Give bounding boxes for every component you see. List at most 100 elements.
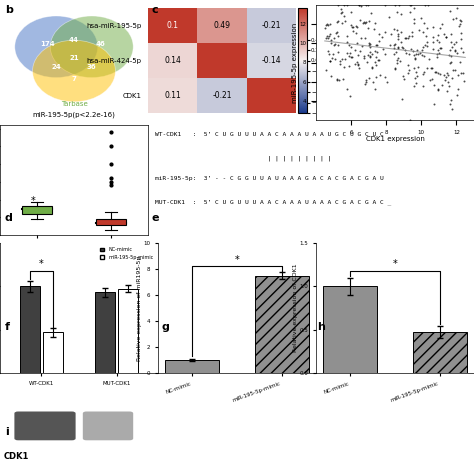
Point [347,22,355,29]
Point [392,48,400,56]
Point [353,39,361,46]
Y-axis label: Relative expression of miR195-5p: Relative expression of miR195-5p [137,255,142,361]
Point [107,178,115,185]
Point [107,128,115,136]
Point [374,56,381,64]
Point [441,76,448,83]
Point [344,49,351,57]
Point [402,49,410,57]
Point [381,1,389,9]
Point [416,49,424,56]
Point [346,41,353,48]
Point [375,30,383,37]
Bar [96,219,126,225]
Point [347,53,355,61]
Point [368,63,376,71]
Point [452,66,459,73]
Point [393,27,401,34]
Point [359,19,367,27]
Text: f: f [5,322,10,332]
Bar [118,289,138,373]
Point [337,60,344,67]
Point [459,48,467,55]
Point [331,40,339,47]
Text: 24: 24 [51,64,61,70]
Point [419,43,427,51]
Point [371,47,379,55]
Point [399,72,407,80]
Point [434,31,442,39]
Point [402,35,410,42]
Point [415,26,423,34]
Y-axis label: miR-195-5p expression: miR-195-5p expression [328,29,333,92]
Point [390,50,398,57]
Point [430,81,438,88]
Point [460,77,468,84]
Point [334,48,342,56]
Point [392,40,399,47]
Point [433,51,441,58]
Point [375,56,383,64]
Point [370,25,378,33]
Point [338,8,346,16]
Point [373,61,380,68]
Point [451,47,459,55]
Text: WT-CDK1   :  5’ C U G U U U A A C A A A U A A U G C U G C U C: WT-CDK1 : 5’ C U G U U U A A C A A A U A… [155,132,383,137]
Text: 36: 36 [87,64,97,70]
Point [405,51,412,58]
Point [346,92,354,100]
Point [347,43,355,50]
Point [355,1,363,9]
Point [429,23,437,31]
Text: -0.21: -0.21 [262,21,281,30]
Point [420,52,428,60]
Point [453,38,460,46]
Point [362,1,370,9]
Point [395,36,402,43]
Bar [22,206,52,214]
Point [365,17,373,25]
Point [373,48,381,55]
Text: g: g [161,322,169,332]
Point [426,76,433,83]
Point [322,66,330,74]
Point [365,24,372,32]
Point [394,44,402,52]
Point [449,66,457,73]
Point [449,15,457,23]
Bar [20,286,40,373]
Text: -0.14: -0.14 [262,56,281,65]
Point [401,34,409,42]
Point [338,55,346,63]
Point [344,38,351,46]
Text: CDK1: CDK1 [4,452,29,461]
Bar [323,286,377,373]
Point [325,32,333,40]
Point [420,19,428,27]
Text: 44: 44 [69,37,79,43]
Point [353,22,360,30]
Point [322,21,329,28]
Point [326,20,334,28]
Point [372,85,379,92]
Point [401,46,409,54]
Point [410,47,417,55]
Point [343,32,350,40]
Point [386,42,394,49]
Point [423,38,431,46]
Text: 21: 21 [69,55,79,61]
Point [333,18,340,26]
Point [371,58,379,66]
Point [367,53,374,61]
Text: 174: 174 [40,40,55,46]
Point [343,85,350,93]
Point [410,51,418,59]
Point [419,70,427,78]
Point [361,19,369,27]
Point [429,38,437,46]
Point [335,76,343,84]
Point [328,36,335,44]
Point [348,23,356,31]
Point [391,1,399,9]
Bar [43,332,63,373]
